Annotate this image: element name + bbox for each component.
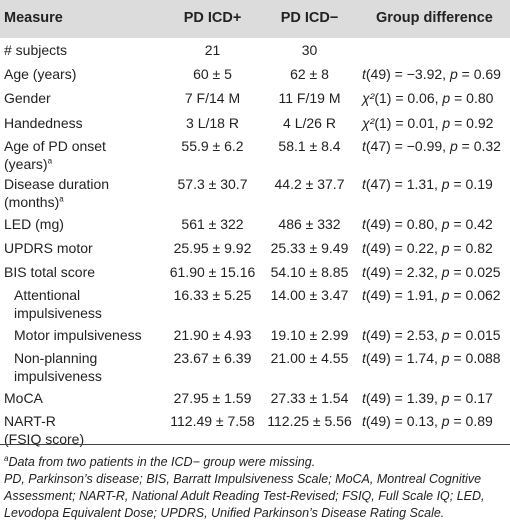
cell-measure: LED (mg)	[4, 215, 64, 232]
cell-measure: Non-planning impulsiveness	[14, 350, 102, 384]
cell-group-difference: t(49) = 1.74, p = 0.088	[362, 350, 501, 366]
cell-measure: BIS total score	[4, 264, 96, 281]
cell-measure: Disease duration (months)a	[4, 176, 110, 211]
header-group-difference: Group difference	[376, 10, 493, 26]
header-measure: Measure	[4, 10, 63, 26]
table-row: Motor impulsiveness 21.90 ± 4.93 19.10 ± 2…	[0, 323, 510, 347]
cell-measure: Motor impulsiveness	[14, 326, 142, 343]
cell-group-difference: χ²(1) = 0.06, p = 0.80	[362, 90, 494, 107]
table-row: Attentional impulsiveness 16.33 ± 5.25 14.0…	[0, 284, 510, 323]
cell-group-difference: t(49) = 1.91, p = 0.062	[362, 287, 501, 304]
table-row: MoCA 27.95 ± 1.59 27.33 ± 1.54 t(49) = 1.39…	[0, 386, 510, 410]
cell-icd-neg: 486 ± 332	[278, 215, 341, 232]
cell-icd-pos: 21	[204, 42, 221, 58]
table-row: Disease duration (months)a 57.3 ± 30.7 44.2…	[0, 173, 510, 212]
cell-icd-pos: 25.95 ± 9.92	[173, 239, 252, 256]
cell-icd-pos: 21.90 ± 4.93	[173, 326, 252, 343]
cell-group-difference: t(49) = 2.32, p = 0.025	[362, 264, 501, 281]
table-row: Age (years) 60 ± 5 62 ± 8 t(49) = −3.92, p …	[0, 62, 510, 86]
table-footnotes: aData from two patients in the ICD− grou…	[4, 454, 506, 522]
cell-icd-pos: 55.9 ± 6.2	[181, 137, 244, 154]
cell-icd-pos: 27.95 ± 1.59	[173, 389, 252, 406]
cell-group-difference: t(49) = 0.13, p = 0.89	[362, 412, 493, 429]
cell-group-difference: t(47) = −0.99, p = 0.32	[362, 137, 501, 154]
table-row: Gender 7 F/14 M 11 F/19 M χ²(1) = 0.06, p =…	[0, 86, 510, 110]
bottom-rule	[0, 444, 510, 445]
cell-measure: NART-R (FSIQ score)	[4, 412, 85, 447]
cell-icd-pos: 112.49 ± 7.58	[170, 412, 255, 429]
table-row: LED (mg) 561 ± 322 486 ± 332 t(49) = 0.80, …	[0, 212, 510, 236]
cell-group-difference: t(49) = −3.92, p = 0.69	[362, 66, 501, 83]
cell-group-difference: t(49) = 1.39, p = 0.17	[362, 389, 493, 406]
table-row: NART-R (FSIQ score) 112.49 ± 7.58 112.25 ± …	[0, 410, 510, 449]
cell-group-difference: t(49) = 0.22, p = 0.82	[362, 239, 493, 256]
cell-icd-neg: 54.10 ± 8.85	[270, 264, 349, 281]
cell-group-difference: t(49) = 0.80, p = 0.42	[362, 215, 493, 232]
header-icd-pos: PD ICD+	[183, 10, 242, 26]
cell-icd-neg: 44.2 ± 37.7	[274, 176, 345, 193]
cell-measure: UPDRS motor	[4, 239, 93, 256]
cell-icd-neg: 19.10 ± 2.99	[270, 326, 349, 343]
cell-measure: Age of PD onset (years)a	[4, 137, 106, 172]
cell-measure: Age (years)	[4, 66, 77, 83]
table-row: UPDRS motor 25.95 ± 9.92 25.33 ± 9.49 t(49)…	[0, 236, 510, 260]
table-row: Age of PD onset (years)a 55.9 ± 6.2 58.1 ± …	[0, 135, 510, 174]
cell-icd-neg: 58.1 ± 8.4	[278, 137, 341, 154]
cell-measure: # subjects	[4, 42, 68, 58]
table-row: # subjects 21 30	[0, 38, 510, 62]
table-row: Handedness 3 L/18 R 4 L/26 R χ²(1) = 0.01, …	[0, 111, 510, 135]
cell-icd-neg: 4 L/26 R	[283, 114, 336, 131]
footnote-a: aData from two patients in the ICD− grou…	[4, 453, 316, 469]
cell-measure: Handedness	[4, 114, 83, 131]
cell-icd-pos: 561 ± 322	[181, 215, 244, 232]
cell-icd-neg: 21.00 ± 4.55	[270, 350, 349, 366]
cell-icd-neg: 30	[301, 42, 318, 58]
table-body: # subjects 21 30 Age (years) 60 ± 5 62 ± 8 t(4…	[0, 38, 510, 448]
cell-group-difference: χ²(1) = 0.01, p = 0.92	[362, 114, 494, 131]
cell-measure: Gender	[4, 90, 51, 107]
cell-icd-pos: 57.3 ± 30.7	[177, 176, 248, 193]
cell-icd-pos: 16.33 ± 5.25	[173, 287, 252, 304]
table-row: BIS total score 61.90 ± 15.16 54.10 ± 8.85…	[0, 260, 510, 284]
cell-icd-neg: 112.25 ± 5.56	[267, 412, 352, 429]
cell-icd-neg: 27.33 ± 1.54	[270, 389, 349, 406]
cell-icd-pos: 3 L/18 R	[186, 114, 239, 131]
cell-icd-pos: 7 F/14 M	[184, 90, 241, 107]
cell-icd-pos: 61.90 ± 15.16	[169, 264, 256, 281]
cell-icd-pos: 23.67 ± 6.39	[173, 350, 252, 366]
cell-icd-neg: 11 F/19 M	[278, 90, 341, 107]
cell-group-difference: t(47) = 1.31, p = 0.19	[362, 176, 493, 193]
cell-icd-pos: 60 ± 5	[193, 66, 232, 83]
cell-icd-neg: 14.00 ± 3.47	[270, 287, 349, 304]
cell-icd-neg: 62 ± 8	[290, 66, 329, 83]
cell-group-difference: t(49) = 2.53, p = 0.015	[362, 326, 501, 343]
footnote-abbreviations: PD, Parkinson’s disease; BIS, Barratt Im…	[4, 472, 485, 520]
cell-measure: MoCA	[4, 389, 43, 406]
cell-icd-neg: 25.33 ± 9.49	[270, 239, 349, 256]
cell-measure: Attentional impulsiveness	[14, 287, 102, 322]
header-icd-neg: PD ICD−	[280, 10, 339, 26]
table-header: Measure PD ICD+ PD ICD− Group difference	[0, 0, 510, 38]
table-row: Non-planning impulsiveness 23.67 ± 6.39 21.…	[0, 347, 510, 386]
